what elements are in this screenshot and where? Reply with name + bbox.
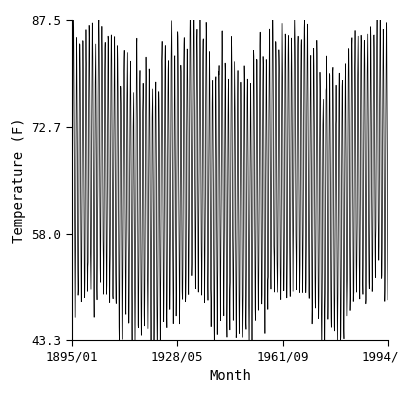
X-axis label: Month: Month bbox=[209, 369, 251, 383]
Y-axis label: Temperature (F): Temperature (F) bbox=[12, 117, 26, 243]
